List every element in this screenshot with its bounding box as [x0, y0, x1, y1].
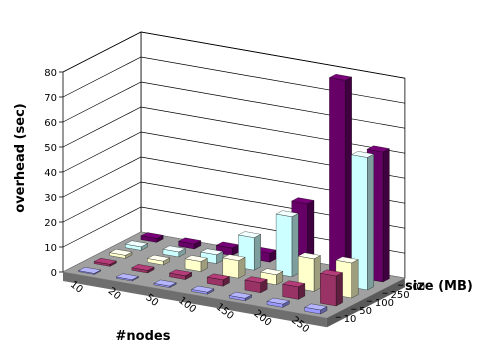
bar-200-10 — [266, 297, 290, 308]
floor-side — [326, 278, 405, 328]
bar-150-250 — [275, 210, 299, 278]
z-tick-label: 250 — [391, 290, 410, 301]
bar-50-100 — [184, 255, 208, 272]
y-tick-label: 30 — [44, 193, 57, 204]
bar-200-100 — [297, 252, 321, 292]
x-axis-title: #nodes — [116, 329, 171, 344]
bar-20-250 — [162, 245, 186, 258]
y-tick-label: 10 — [44, 243, 57, 254]
y-tick-label: 40 — [44, 168, 57, 179]
bar-150-100 — [260, 268, 284, 286]
bar-10-500 — [140, 232, 164, 243]
bar-250-10 — [304, 303, 328, 315]
bar-200-50 — [282, 280, 306, 300]
bar-200-500 — [328, 74, 353, 276]
y-axis-ticks: 0 10 20 30 40 50 60 70 80 — [44, 68, 63, 279]
bar-50-50 — [169, 269, 193, 280]
y-tick-label: 0 — [51, 268, 57, 279]
floor-front — [63, 272, 327, 328]
z-tick-label: 50 — [359, 306, 372, 317]
y-tick-label: 20 — [44, 218, 57, 229]
bar-150-50 — [244, 276, 268, 294]
bar-250-250 — [351, 151, 375, 291]
bar-100-10 — [191, 285, 215, 295]
bar-100-50 — [206, 273, 230, 287]
y-axis-title: overhead (sec) — [13, 103, 28, 212]
bar-20-50 — [131, 264, 155, 274]
bar-10-10 — [78, 267, 102, 275]
bar-50-10 — [153, 279, 177, 288]
y-tick-label: 50 — [44, 143, 57, 154]
z-tick-label: 10 — [344, 314, 357, 325]
bar-10-100 — [109, 249, 133, 259]
y-tick-label: 60 — [44, 118, 57, 129]
bar-150-10 — [228, 291, 253, 302]
z-tick-label: 100 — [375, 298, 394, 309]
z-axis-title: size (MB) — [405, 279, 473, 294]
bar-20-500 — [178, 237, 202, 250]
bar-20-10 — [115, 273, 139, 282]
bar-20-100 — [146, 254, 171, 266]
chart-bars — [78, 74, 390, 315]
bar-250-50 — [319, 269, 344, 307]
bar-10-50 — [93, 258, 117, 267]
bar-10-250 — [124, 240, 149, 251]
z-tick-label: 500 — [406, 282, 425, 293]
y-tick-label: 70 — [44, 93, 57, 104]
y-tick-label: 80 — [44, 68, 57, 79]
bar-100-100 — [222, 254, 246, 279]
